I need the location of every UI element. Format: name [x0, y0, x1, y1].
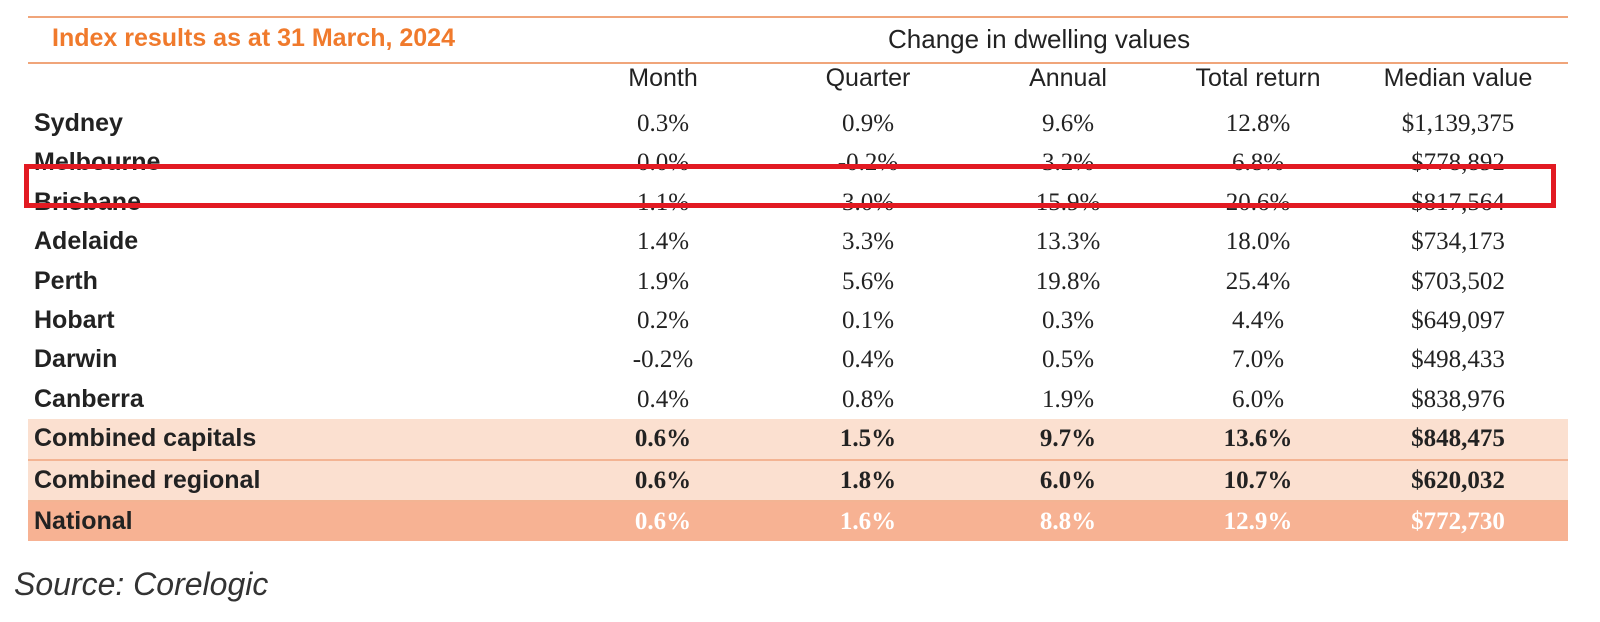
table-row: Hobart 0.2% 0.1% 0.3% 4.4% $649,097 [28, 301, 1568, 340]
cell-quarter: 3.3% [841, 228, 895, 256]
row-city: Adelaide [34, 227, 139, 256]
top-rule [28, 16, 1568, 18]
row-city: Combined regional [34, 465, 261, 494]
cell-quarter: 1.8% [839, 466, 897, 494]
table-header: Index results as at 31 March, 2024 Chang… [28, 18, 1568, 64]
row-city: Canberra [34, 384, 144, 413]
cell-median-value: $734,173 [1411, 228, 1505, 256]
col-header-month: Month [628, 64, 698, 92]
col-header-total-return: Total return [1195, 64, 1321, 92]
cell-median-value: $620,032 [1411, 466, 1505, 494]
cell-total-return: 25.4% [1225, 267, 1291, 295]
cell-month: 0.6% [634, 466, 692, 494]
cell-median-value: $817,564 [1411, 188, 1505, 216]
table-row: Melbourne 0.0% -0.2% 3.2% 6.8% $778,892 [28, 143, 1568, 182]
table-row: Canberra 0.4% 0.8% 1.9% 6.0% $838,976 [28, 380, 1568, 419]
col-header-annual: Annual [1029, 64, 1107, 92]
table-row-combined-regional: Combined regional 0.6% 1.8% 6.0% 10.7% $… [28, 460, 1568, 502]
cell-month: 0.0% [636, 149, 690, 177]
cell-quarter: 5.6% [841, 267, 895, 295]
cell-quarter: 0.4% [841, 346, 895, 374]
cell-median-value: $778,892 [1411, 149, 1505, 177]
table-row: Adelaide 1.4% 3.3% 13.3% 18.0% $734,173 [28, 222, 1568, 261]
table-row: Sydney 0.3% 0.9% 9.6% 12.8% $1,139,375 [28, 104, 1568, 143]
source-caption: Source: Corelogic [14, 566, 269, 602]
cell-month: 0.4% [636, 385, 690, 413]
cell-median-value: $1,139,375 [1401, 110, 1515, 137]
cell-total-return: 4.4% [1231, 306, 1285, 334]
cell-month: 1.9% [636, 267, 690, 295]
cell-month: 1.1% [636, 188, 690, 216]
cell-annual: 13.3% [1035, 228, 1101, 256]
col-header-quarter: Quarter [825, 64, 911, 92]
cell-total-return: 6.8% [1231, 149, 1285, 177]
cell-month: -0.2% [632, 346, 694, 374]
cell-quarter: 0.9% [841, 110, 895, 137]
cell-total-return: 12.9% [1223, 507, 1293, 535]
cell-annual: 9.6% [1041, 110, 1095, 137]
table-row: Brisbane 1.1% 3.0% 15.9% 20.6% $817,564 [28, 183, 1568, 222]
cell-total-return: 20.6% [1225, 188, 1291, 216]
cell-annual: 6.0% [1039, 466, 1097, 494]
table-row-national: National 0.6% 1.6% 8.8% 12.9% $772,730 [28, 501, 1568, 542]
cell-quarter: 1.6% [839, 507, 897, 535]
cell-quarter: 0.8% [841, 385, 895, 413]
cell-total-return: 13.6% [1223, 425, 1293, 453]
table-row: Perth 1.9% 5.6% 19.8% 25.4% $703,502 [28, 262, 1568, 301]
cell-total-return: 6.0% [1231, 385, 1285, 413]
table-row-combined-capitals: Combined capitals 0.6% 1.5% 9.7% 13.6% $… [28, 419, 1568, 461]
cell-annual: 15.9% [1035, 188, 1101, 216]
cell-quarter: 1.5% [839, 425, 897, 453]
row-city: Melbourne [34, 148, 161, 177]
cell-month: 0.6% [634, 425, 692, 453]
cell-median-value: $649,097 [1411, 306, 1505, 334]
row-city: Darwin [34, 345, 118, 374]
cell-month: 0.2% [636, 306, 690, 334]
column-headers: Month Quarter Annual Total return Median… [28, 64, 1568, 104]
cell-annual: 9.7% [1039, 425, 1097, 453]
cell-total-return: 18.0% [1225, 228, 1291, 256]
cell-total-return: 12.8% [1225, 110, 1291, 137]
table-title: Index results as at 31 March, 2024 [52, 24, 455, 52]
cell-median-value: $772,730 [1411, 507, 1505, 535]
cell-month: 1.4% [636, 228, 690, 256]
cell-annual: 0.5% [1041, 346, 1095, 374]
cell-median-value: $848,475 [1411, 425, 1505, 453]
table-body: Sydney 0.3% 0.9% 9.6% 12.8% $1,139,375 M… [28, 104, 1568, 542]
cell-annual: 1.9% [1041, 385, 1095, 413]
cell-total-return: 7.0% [1231, 346, 1285, 374]
cell-month: 0.3% [636, 110, 690, 137]
cell-median-value: $703,502 [1411, 267, 1505, 295]
cell-month: 0.6% [634, 507, 692, 535]
cell-quarter: -0.2% [837, 149, 899, 177]
cell-total-return: 10.7% [1223, 466, 1293, 494]
col-header-median-value: Median value [1383, 64, 1533, 92]
cell-quarter: 3.0% [841, 188, 895, 216]
row-city: Brisbane [34, 187, 141, 216]
cell-annual: 8.8% [1039, 507, 1097, 535]
cell-annual: 3.2% [1041, 149, 1095, 177]
row-city: Hobart [34, 305, 115, 334]
cell-quarter: 0.1% [841, 306, 895, 334]
cell-annual: 0.3% [1041, 306, 1095, 334]
cell-median-value: $838,976 [1411, 385, 1505, 413]
row-city: Sydney [34, 109, 123, 137]
row-city: National [34, 506, 133, 535]
cell-median-value: $498,433 [1411, 346, 1505, 374]
table-row: Darwin -0.2% 0.4% 0.5% 7.0% $498,433 [28, 340, 1568, 379]
row-city: Perth [34, 266, 98, 295]
cell-annual: 19.8% [1035, 267, 1101, 295]
column-group-label: Change in dwelling values [888, 24, 1191, 54]
row-city: Combined capitals [34, 424, 257, 453]
